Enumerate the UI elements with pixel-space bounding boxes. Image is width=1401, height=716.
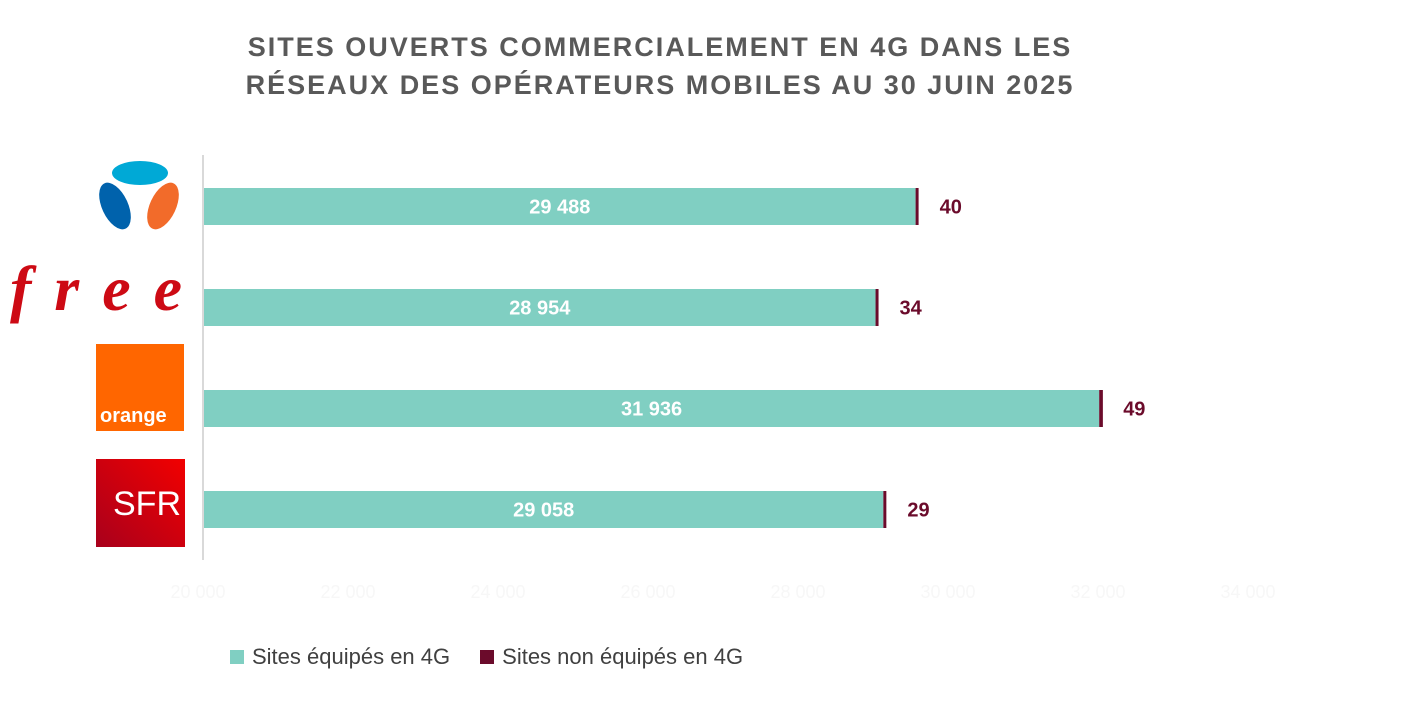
bar-equipped: [204, 390, 1100, 427]
chart-title: SITES OUVERTS COMMERCIALEMENT EN 4G DANS…: [0, 28, 1320, 104]
data-label-equipped: 29 488: [529, 197, 590, 219]
bar-not-equipped: [1099, 390, 1103, 427]
bar-not-equipped: [883, 491, 887, 528]
data-label-equipped: 29 058: [513, 500, 574, 522]
title-line-2: RÉSEAUX DES OPÉRATEURS MOBILES AU 30 JUI…: [245, 70, 1075, 100]
x-tick-label: 34 000: [1220, 582, 1275, 602]
x-tick-label: 28 000: [770, 582, 825, 602]
legend-label-not-equipped: Sites non équipés en 4G: [502, 644, 744, 669]
legend-swatch-equipped: [230, 650, 244, 664]
legend-label-equipped: Sites équipés en 4G: [252, 644, 451, 669]
x-tick-label: 26 000: [620, 582, 675, 602]
data-label-not-equipped: 40: [940, 197, 962, 219]
legend-item-not-equipped: Sites non équipés en 4G: [480, 644, 743, 670]
sfr-logo: SFR: [96, 459, 185, 547]
bar-not-equipped: [875, 289, 879, 326]
legend-item-equipped: Sites équipés en 4G: [230, 644, 450, 670]
legend: Sites équipés en 4G Sites non équipés en…: [230, 644, 743, 670]
data-label-not-equipped: 29: [907, 500, 929, 522]
bar-equipped: [204, 188, 916, 225]
x-tick-label: 24 000: [470, 582, 525, 602]
data-label-not-equipped: 34: [900, 298, 923, 320]
data-label-not-equipped: 49: [1123, 399, 1145, 421]
free-logo: free: [10, 258, 182, 324]
bar-equipped: [204, 289, 876, 326]
y-axis-line: [202, 155, 204, 560]
x-tick-label: 22 000: [320, 582, 375, 602]
data-label-equipped: 31 936: [621, 399, 682, 421]
x-tick-label: 20 000: [170, 582, 225, 602]
data-label-equipped: 28 954: [509, 298, 571, 320]
x-tick-label: 30 000: [920, 582, 975, 602]
bar-not-equipped: [915, 188, 919, 225]
bar-equipped: [204, 491, 884, 528]
bouygues-logo: [99, 161, 179, 230]
x-tick-label: 32 000: [1070, 582, 1125, 602]
orange-logo: orange: [96, 344, 184, 431]
legend-swatch-not-equipped: [480, 650, 495, 664]
title-line-1: SITES OUVERTS COMMERCIALEMENT EN 4G DANS…: [247, 32, 1073, 62]
